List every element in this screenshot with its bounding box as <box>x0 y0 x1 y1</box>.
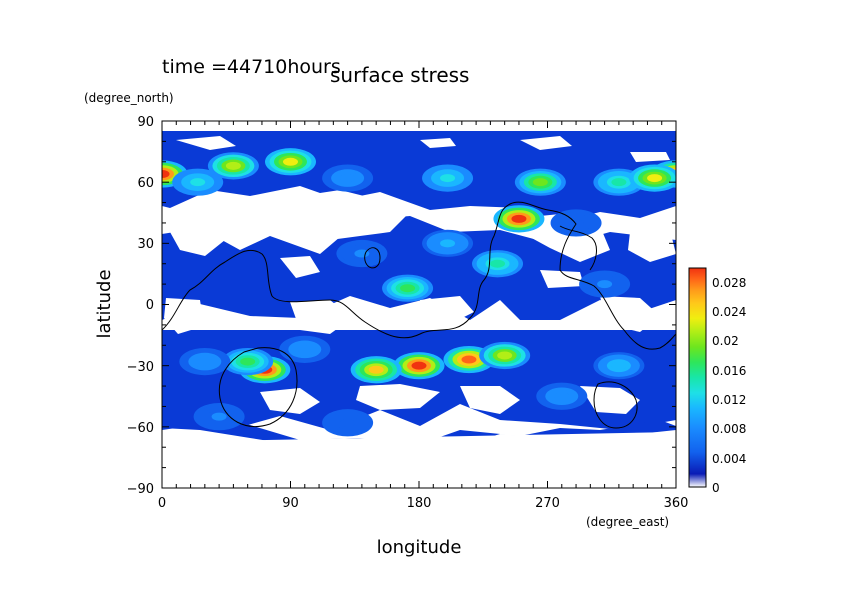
stress-contour-ring <box>211 412 227 421</box>
colorbar-tick-label: 0.008 <box>712 422 746 436</box>
y-tick-label: 60 <box>137 176 154 191</box>
stress-contour-ring <box>511 214 527 223</box>
y-tick-label: −30 <box>127 360 154 375</box>
colorbar-tick-label: 0.024 <box>712 305 746 319</box>
stress-blob <box>382 274 434 302</box>
stress-blob <box>536 382 588 410</box>
stress-blob <box>550 209 602 237</box>
x-tick-label: 0 <box>158 496 166 511</box>
x-tick-label: 180 <box>407 496 432 511</box>
stress-blob <box>479 341 531 370</box>
stress-contour-ring <box>283 157 298 166</box>
stress-contour-ring <box>340 418 356 427</box>
y-unit-label: (degree_north) <box>84 91 174 105</box>
stress-contour-ring <box>240 357 256 366</box>
stress-contour-ring <box>490 259 506 268</box>
x-tick-label: 360 <box>664 496 689 511</box>
axis-ticks <box>161 120 677 489</box>
coastline-small-island <box>364 247 381 269</box>
colorbar-tick-label: 0.028 <box>712 276 746 290</box>
stress-contour-ring <box>400 284 416 293</box>
stress-contour-ring <box>568 218 584 227</box>
colorbar-tick-label: 0.016 <box>712 364 746 378</box>
stress-blob <box>265 148 316 176</box>
stress-blob <box>322 164 374 192</box>
coastlines <box>162 201 676 429</box>
y-tick-label: 30 <box>137 237 154 252</box>
stress-contour-ring <box>647 174 663 183</box>
y-tick-labels: 90 60 30 0 −30 −60 −90 <box>127 115 154 497</box>
stress-contour-ring <box>225 161 241 170</box>
stress-contour-ring <box>611 178 627 187</box>
chart-title: surface stress <box>330 63 469 87</box>
stress-blob <box>472 250 524 278</box>
colorbar-tick-label: 0.012 <box>712 393 746 407</box>
stress-blob <box>443 345 495 374</box>
stress-blob <box>207 152 259 180</box>
stress-blob <box>493 205 545 233</box>
stress-contour-ring <box>340 174 356 183</box>
stress-blob <box>350 356 402 384</box>
stress-contour-ring <box>440 239 456 248</box>
stress-contour-ring <box>440 174 456 183</box>
stress-contour-ring <box>611 361 627 370</box>
time-label: time =44710hours <box>162 56 341 78</box>
southern-band <box>162 418 676 446</box>
stress-contour-ring <box>297 345 313 354</box>
stress-contour-ring <box>597 280 613 289</box>
x-axis-label: longitude <box>377 537 462 558</box>
stress-blob <box>593 352 645 380</box>
stress-contour-ring <box>197 357 213 366</box>
x-tick-label: 270 <box>535 496 560 511</box>
x-unit-label: (degree_east) <box>586 515 669 529</box>
coastline-americas <box>162 201 676 350</box>
colorbar-tick-label: 0 <box>712 481 720 495</box>
stress-blob <box>514 168 566 196</box>
colorbar-tick-label: 0.004 <box>712 452 746 466</box>
coastline-south-island <box>593 381 638 429</box>
stress-contour-ring <box>497 351 513 360</box>
y-tick-label: −90 <box>127 482 154 497</box>
stress-blob <box>422 164 474 192</box>
y-tick-label: 0 <box>146 298 154 313</box>
stress-blob <box>279 335 331 363</box>
stress-contour-ring <box>532 178 548 187</box>
x-tick-label: 90 <box>282 496 299 511</box>
stress-contour-ring <box>190 178 206 187</box>
stress-blob <box>629 164 676 192</box>
plot-area <box>162 121 676 488</box>
stress-blob <box>579 270 631 298</box>
stress-contour-ring <box>368 365 384 374</box>
x-tick-labels: 0 90 180 270 360 <box>158 496 689 511</box>
zero-stress-holes <box>162 121 676 488</box>
stress-blob <box>322 409 374 437</box>
stress-contour-ring <box>554 392 570 401</box>
coastline-east <box>559 225 597 271</box>
stress-blob <box>179 347 231 376</box>
stress-contour-ring <box>461 355 477 364</box>
stress-contour-ring <box>411 361 427 370</box>
stress-contour-ring <box>354 249 370 258</box>
coastline-africa <box>218 347 298 427</box>
y-tick-label: −60 <box>127 421 154 436</box>
colorbar: 0.028 0.024 0.02 0.016 0.012 0.008 0.004… <box>688 267 746 495</box>
stress-blob <box>422 229 474 257</box>
stress-blob <box>172 168 224 196</box>
stress-contours <box>162 148 676 437</box>
stress-blob <box>393 352 445 380</box>
colorbar-gradient <box>688 267 707 488</box>
stress-contour-ring <box>162 170 170 179</box>
y-tick-label: 90 <box>137 115 154 130</box>
colorbar-tick-labels: 0.028 0.024 0.02 0.016 0.012 0.008 0.004… <box>712 276 746 495</box>
y-axis-label: latitude <box>94 269 115 338</box>
colorbar-tick-label: 0.02 <box>712 334 739 348</box>
stress-blob <box>193 403 245 431</box>
